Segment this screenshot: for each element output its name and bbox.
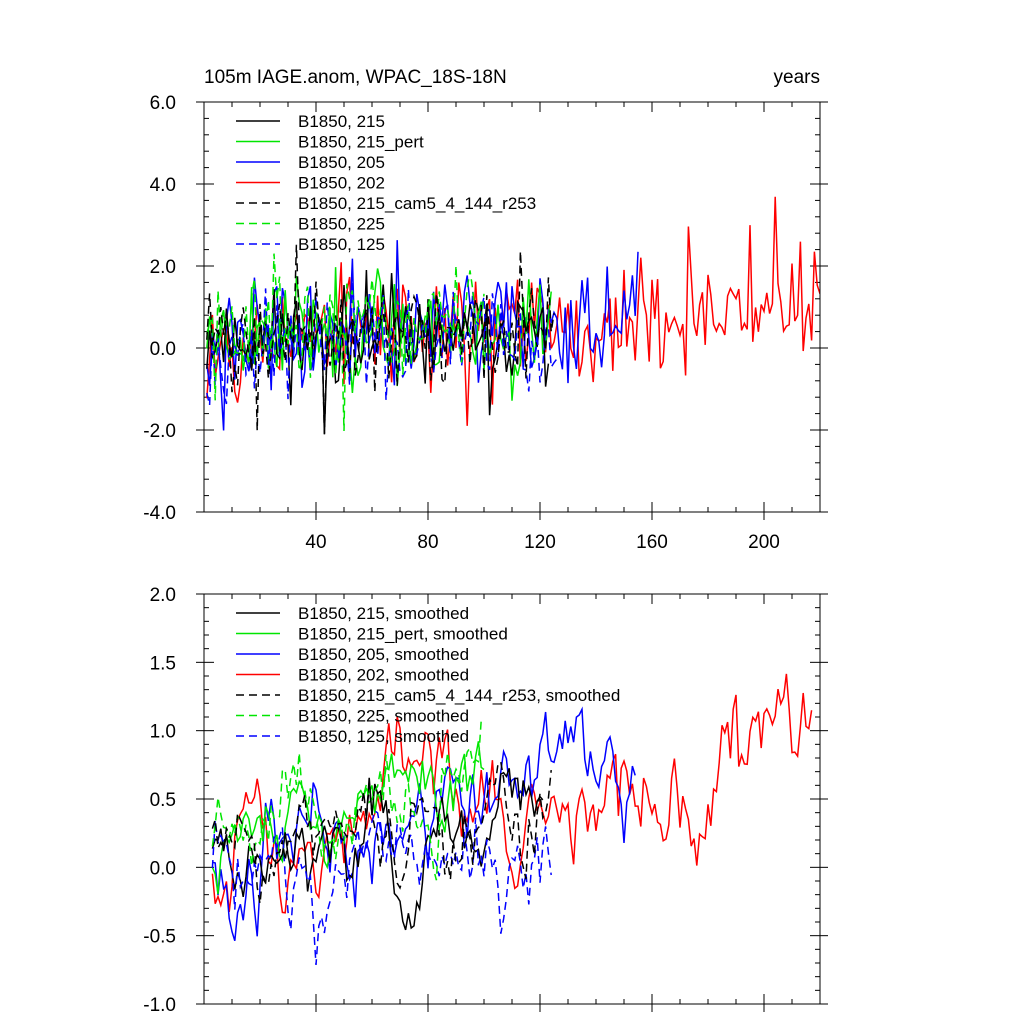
legend-label: B1850, 215_cam5_4_144_r253, smoothed <box>298 686 620 705</box>
legend-label: B1850, 215_pert <box>298 133 424 152</box>
series-line <box>211 673 813 914</box>
axis-ticks: -1.0 -0.5 0.0 0.5 1.0 1.5 2.0 <box>143 585 828 1016</box>
y-tick-label: 4.0 <box>150 175 176 196</box>
plot-frame <box>203 101 821 513</box>
y-tick-label: 1.5 <box>150 653 176 674</box>
legend-label: B1850, 215_cam5_4_144_r253 <box>298 194 536 213</box>
y-tick-label: -2.0 <box>143 421 176 442</box>
series-line <box>211 760 552 904</box>
legend-label: B1850, 225, smoothed <box>298 707 469 726</box>
y-tick-label: -0.5 <box>143 927 176 948</box>
panel-raw-anomaly: 105m IAGE.anom, WPAC_18S-18N years 40 80 1… <box>143 67 828 553</box>
legend-label: B1850, 215_pert, smoothed <box>298 625 508 644</box>
legend-label: B1850, 205, smoothed <box>298 645 469 664</box>
y-tick-label: 2.0 <box>150 585 176 606</box>
legend-label: B1850, 215, smoothed <box>298 604 469 623</box>
y-tick-label: -1.0 <box>143 995 176 1016</box>
series-line <box>211 768 544 931</box>
series-line <box>211 809 552 966</box>
series-line <box>206 269 550 435</box>
series-line <box>212 706 636 942</box>
x-tick-label: 200 <box>748 532 780 553</box>
panel-title-right: years <box>774 67 820 88</box>
x-tick-label: 160 <box>636 532 668 553</box>
series-line <box>206 283 558 406</box>
series-lines <box>206 196 820 435</box>
series-line <box>206 244 555 434</box>
legend-label: B1850, 202 <box>298 174 385 193</box>
legend-label: B1850, 225 <box>298 215 385 234</box>
series-lines <box>211 673 813 966</box>
legend: B1850, 215, smoothed B1850, 215_pert, smo… <box>236 604 620 746</box>
y-tick-label: 1.0 <box>150 722 176 743</box>
legend-label: B1850, 125, smoothed <box>298 727 469 746</box>
series-line <box>206 253 485 432</box>
y-tick-label: 0.5 <box>150 790 176 811</box>
series-line <box>211 720 482 881</box>
x-tick-label: 40 <box>305 532 326 553</box>
x-tick-label: 80 <box>417 532 438 553</box>
panel-smoothed-anomaly: -1.0 -0.5 0.0 0.5 1.0 1.5 2.0 B1850, 215, smoo… <box>143 585 828 1016</box>
plot-frame <box>203 593 821 1005</box>
legend-label: B1850, 125 <box>298 235 385 254</box>
x-tick-label: 120 <box>524 532 556 553</box>
panel-title-left: 105m IAGE.anom, WPAC_18S-18N <box>204 67 507 88</box>
y-tick-label: -4.0 <box>143 503 176 524</box>
legend-label: B1850, 202, smoothed <box>298 666 469 685</box>
legend-label: B1850, 215 <box>298 112 385 131</box>
legend-label: B1850, 205 <box>298 153 385 172</box>
y-tick-label: 2.0 <box>150 257 176 278</box>
y-tick-label: 6.0 <box>150 93 176 114</box>
axis-ticks: 40 80 120 160 200 -4.0 -2.0 0.0 2.0 4.0 6.0 <box>143 93 828 553</box>
y-tick-label: 0.0 <box>150 339 176 360</box>
y-tick-label: 0.0 <box>150 858 176 879</box>
